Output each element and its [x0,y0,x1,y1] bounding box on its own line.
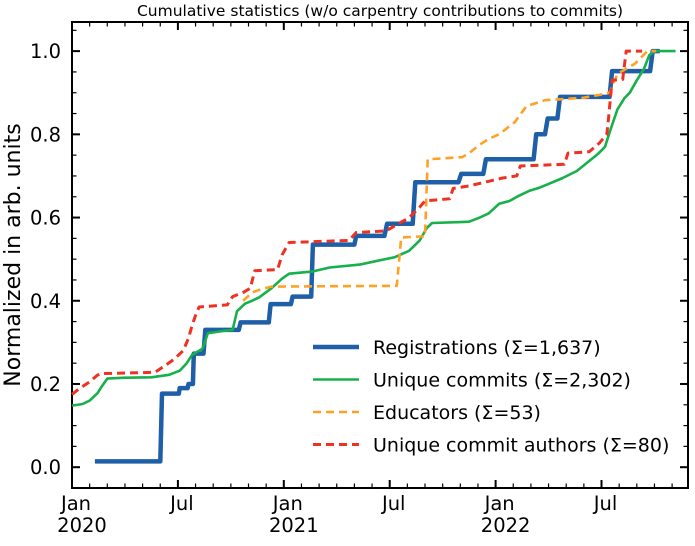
unique-commits-line [71,49,676,407]
legend: Registrations (Σ=1,637) Unique commits (Σ… [313,337,669,457]
legend-label-educators: Educators (Σ=53) [373,402,541,424]
educators-line [242,49,657,302]
y-tick-label: 0.6 [30,207,61,230]
legend-item-unique-commit-authors: Unique commit authors (Σ=80) [313,435,669,457]
x-tick-label-year: 2020 [57,514,107,537]
legend-label-registrations: Registrations (Σ=1,637) [373,337,601,359]
x-tick-label: Jan [59,492,91,515]
legend-label-unique-commit-authors: Unique commit authors (Σ=80) [373,435,669,457]
x-tick-label: Jul [592,492,618,515]
x-tick-label: Jan [483,492,515,515]
x-tick-label: Jul [168,492,194,515]
y-tick-label: 0.0 [30,456,61,479]
y-tick-label: 0.4 [30,290,61,313]
legend-label-unique-commits: Unique commits (Σ=2,302) [373,370,631,392]
y-tick-label: 0.8 [30,123,61,146]
unique-commit-authors-line [71,49,643,396]
chart-title: Cumulative statistics (w/o carpentry con… [137,2,623,20]
legend-item-registrations: Registrations (Σ=1,637) [313,337,601,359]
ticks [71,22,688,489]
legend-item-educators: Educators (Σ=53) [313,402,541,424]
legend-item-unique-commits: Unique commits (Σ=2,302) [313,370,631,392]
y-tick-label: 0.2 [30,373,61,396]
x-tick-label: Jul [380,492,406,515]
x-tick-label-year: 2022 [481,514,531,537]
y-axis-label: Normalized in arb. units [1,123,26,386]
plot-border [71,21,689,489]
registrations-line [94,48,660,464]
x-tick-label-year: 2021 [269,514,319,537]
x-tick-label: Jan [271,492,303,515]
y-tick-label: 1.0 [30,40,61,63]
